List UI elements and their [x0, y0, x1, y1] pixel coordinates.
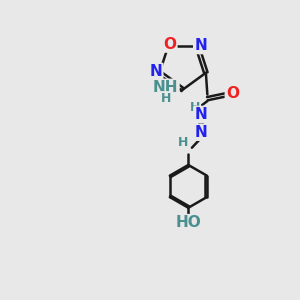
Text: NH: NH [153, 80, 178, 95]
Text: H: H [160, 92, 171, 105]
Text: HO: HO [176, 215, 201, 230]
Text: H: H [178, 136, 188, 149]
Text: N: N [195, 125, 208, 140]
Text: N: N [150, 64, 162, 79]
Text: O: O [226, 86, 239, 101]
Text: H: H [190, 101, 200, 114]
Text: O: O [164, 37, 176, 52]
Text: N: N [194, 107, 207, 122]
Text: N: N [194, 38, 207, 53]
